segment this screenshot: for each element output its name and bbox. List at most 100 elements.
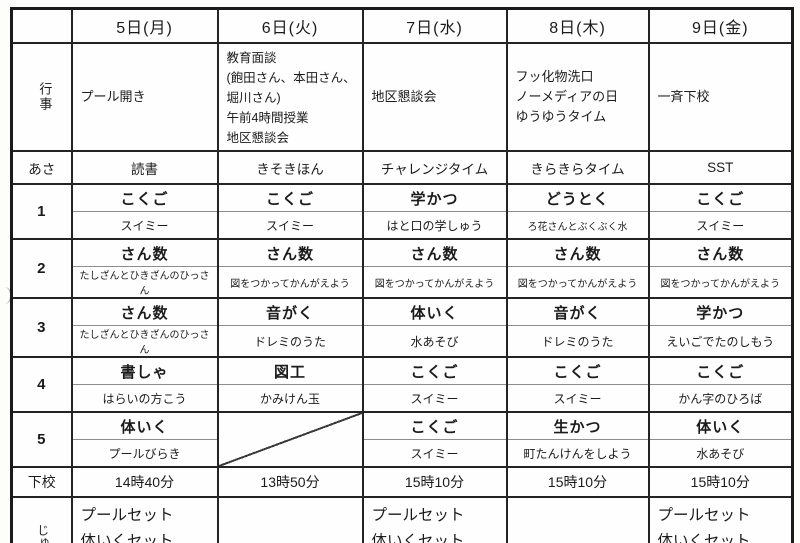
subject-cell: 音がく bbox=[216, 297, 364, 326]
subject-cell: 体いく bbox=[647, 411, 794, 440]
content-cell: スイミー bbox=[216, 211, 364, 240]
period-2-subject-row: 2 さん数 さん数 さん数 さん数 さん数 bbox=[10, 238, 794, 299]
corner-cell bbox=[10, 7, 73, 44]
content-cell: ドレミのうた bbox=[505, 325, 650, 358]
prep-cell-thu bbox=[505, 496, 650, 543]
subject-cell: こくご bbox=[216, 183, 364, 212]
day-header-row: 5日(月) 6日(火) 7日(水) 8日(木) 9日(金) bbox=[10, 7, 794, 44]
subject-cell: 体いく bbox=[361, 297, 508, 326]
subject-cell: こくご bbox=[70, 183, 219, 212]
content-cell: かん字のひろば bbox=[647, 384, 794, 413]
period-3-content-row: たしざんとひきざんのひっさん ドレミのうた 水あそび ドレミのうた えいごでたの… bbox=[12, 325, 794, 358]
day-header-mon: 5日(月) bbox=[70, 7, 219, 44]
dismissal-time-mon: 14時40分 bbox=[70, 466, 219, 498]
content-cell: かみけん玉 bbox=[216, 384, 364, 413]
content-cell: えいごでたのしもう bbox=[647, 325, 794, 358]
event-cell-thu: フッ化物洗口 ノーメディアの日 ゆうゆうタイム bbox=[505, 42, 650, 152]
content-cell: 水あそび bbox=[647, 439, 794, 468]
subject-cell: さん数 bbox=[647, 238, 794, 267]
day-header-wed: 7日(水) bbox=[361, 7, 508, 44]
prep-row: じゅんび プールセット 体いくセット プールセット 体いくセット プールセット … bbox=[10, 496, 794, 543]
period-number-5: 5 bbox=[10, 411, 73, 468]
events-row-label: 行事 bbox=[10, 42, 73, 152]
morning-cell-fri: SST bbox=[647, 150, 794, 185]
content-cell: たしざんとひきざんのひっさん bbox=[70, 325, 219, 358]
subject-cell: 音がく bbox=[505, 297, 650, 326]
subject-cell: こくご bbox=[647, 183, 794, 212]
subject-cell: 体いく bbox=[70, 411, 219, 440]
morning-cell-mon: 読書 bbox=[70, 150, 219, 185]
day-header-fri: 9日(金) bbox=[647, 7, 794, 44]
period-4-content-row: はらいの方こう かみけん玉 スイミー スイミー かん字のひろば bbox=[12, 384, 794, 413]
events-row: 行事 プール開き 教育面談 (飽田さん、本田さん、 堀川さん) 午前4時間授業 … bbox=[10, 42, 794, 152]
content-cell: はらいの方こう bbox=[70, 384, 219, 413]
prep-cell-fri: プールセット 体いくセット bbox=[647, 496, 794, 543]
dismissal-row: 下校 14時40分 13時50分 15時10分 15時10分 15時10分 bbox=[10, 466, 794, 498]
period-4-subject-row: 4 書しゃ 図工 こくご こくご こくご bbox=[10, 356, 794, 413]
period-number-4: 4 bbox=[10, 356, 73, 413]
content-cell: 町たんけんをしよう bbox=[505, 439, 650, 468]
period-5-content-row: プールびらき スイミー 町たんけんをしよう 水あそび bbox=[12, 439, 794, 468]
subject-cell: さん数 bbox=[361, 238, 508, 267]
morning-row: あさ 読書 きそきほん チャレンジタイム きらきらタイム SST bbox=[10, 150, 794, 185]
morning-cell-tue: きそきほん bbox=[216, 150, 364, 185]
subject-cell: 書しゃ bbox=[70, 356, 219, 385]
period-number-2: 2 bbox=[10, 238, 73, 299]
content-cell: 図をつかってかんがえよう bbox=[647, 266, 794, 299]
content-cell: 図をつかってかんがえよう bbox=[361, 266, 508, 299]
subject-cell: さん数 bbox=[216, 238, 364, 267]
period-2-content-row: たしざんとひきざんのひっさん 図をつかってかんがえよう 図をつかってかんがえよう… bbox=[12, 266, 794, 299]
day-header-tue: 6日(火) bbox=[216, 7, 364, 44]
subject-cell: こくご bbox=[505, 356, 650, 385]
period-3-subject-row: 3 さん数 音がく 体いく 音がく 学かつ bbox=[10, 297, 794, 358]
subject-cell: さん数 bbox=[70, 297, 219, 326]
content-cell: スイミー bbox=[361, 439, 508, 468]
subject-cell: さん数 bbox=[505, 238, 650, 267]
content-cell: ろ花さんとぶくぶく水 bbox=[505, 211, 650, 240]
content-cell: スイミー bbox=[361, 384, 508, 413]
morning-row-label: あさ bbox=[10, 150, 73, 185]
content-cell: ドレミのうた bbox=[216, 325, 364, 358]
weekly-timetable: 5日(月) 6日(火) 7日(水) 8日(木) 9日(金) 行事 プール開き 教… bbox=[10, 7, 794, 543]
content-cell: 水あそび bbox=[361, 325, 508, 358]
content-cell: スイミー bbox=[505, 384, 650, 413]
dismissal-time-wed: 15時10分 bbox=[361, 466, 508, 498]
period-5-subject-row: 5 体いく こくご 生かつ 体いく bbox=[10, 411, 794, 468]
content-cell: プールびらき bbox=[70, 439, 219, 468]
prep-cell-wed: プールセット 体いくセット bbox=[361, 496, 508, 543]
dismissal-time-thu: 15時10分 bbox=[505, 466, 650, 498]
dismissal-time-tue: 13時50分 bbox=[216, 466, 364, 498]
subject-cell: 学かつ bbox=[361, 183, 508, 212]
period-number-3: 3 bbox=[10, 297, 73, 358]
period-1-subject-row: 1 こくご こくご 学かつ どうとく こくご bbox=[10, 183, 794, 240]
event-cell-tue: 教育面談 (飽田さん、本田さん、 堀川さん) 午前4時間授業 地区懇談会 bbox=[216, 42, 364, 152]
cancelled-cell-diagonal bbox=[216, 411, 364, 468]
period-number-1: 1 bbox=[10, 183, 73, 240]
event-cell-mon: プール開き bbox=[70, 42, 219, 152]
prep-row-label: じゅんび bbox=[10, 496, 73, 543]
subject-cell: さん数 bbox=[70, 238, 219, 267]
content-cell: たしざんとひきざんのひっさん bbox=[70, 266, 219, 299]
morning-cell-thu: きらきらタイム bbox=[505, 150, 650, 185]
event-cell-fri: 一斉下校 bbox=[647, 42, 794, 152]
subject-cell: こくご bbox=[361, 411, 508, 440]
content-cell: 図をつかってかんがえよう bbox=[505, 266, 650, 299]
subject-cell: 生かつ bbox=[505, 411, 650, 440]
content-cell: 図をつかってかんがえよう bbox=[216, 266, 364, 299]
content-cell: はと口の学しゅう bbox=[361, 211, 508, 240]
content-cell: スイミー bbox=[647, 211, 794, 240]
morning-cell-wed: チャレンジタイム bbox=[361, 150, 508, 185]
prep-label-text: じゅんび bbox=[32, 524, 52, 543]
event-cell-wed: 地区懇談会 bbox=[361, 42, 508, 152]
subject-cell: こくご bbox=[361, 356, 508, 385]
content-cell: スイミー bbox=[70, 211, 219, 240]
prep-cell-tue bbox=[216, 496, 364, 543]
subject-cell: 学かつ bbox=[647, 297, 794, 326]
dismissal-time-fri: 15時10分 bbox=[647, 466, 794, 498]
subject-cell: 図工 bbox=[216, 356, 364, 385]
dismissal-row-label: 下校 bbox=[10, 466, 73, 498]
day-header-thu: 8日(木) bbox=[505, 7, 650, 44]
events-label-text: 行事 bbox=[37, 82, 53, 112]
period-1-content-row: スイミー スイミー はと口の学しゅう ろ花さんとぶくぶく水 スイミー bbox=[12, 211, 794, 240]
